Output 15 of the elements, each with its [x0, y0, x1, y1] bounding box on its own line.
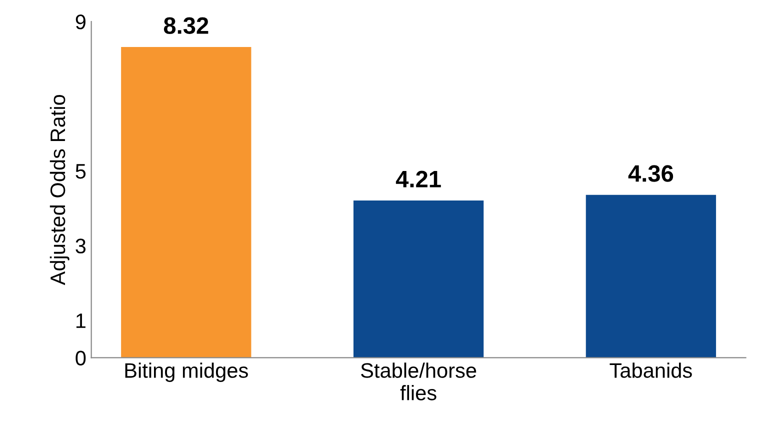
data-label: 4.21 — [396, 170, 441, 188]
x-tick-label: Biting midges — [125, 362, 248, 382]
y-axis-title: Adjusted Odds Ratio — [50, 94, 70, 286]
x-tick-label: Tabanids — [610, 362, 692, 378]
y-tick-label: 9 — [76, 14, 86, 30]
y-tick-label: 1 — [76, 314, 86, 328]
bar — [353, 200, 484, 358]
data-label: 8.32 — [164, 17, 208, 34]
y-tick-label: 5 — [76, 164, 86, 179]
data-label: 4.36 — [628, 165, 674, 182]
y-tick-label: 3 — [76, 238, 86, 254]
bar — [121, 46, 252, 358]
x-tick-label: Stable/horse flies — [361, 362, 476, 400]
bar — [586, 194, 716, 358]
y-tick-label: 0 — [76, 350, 86, 366]
